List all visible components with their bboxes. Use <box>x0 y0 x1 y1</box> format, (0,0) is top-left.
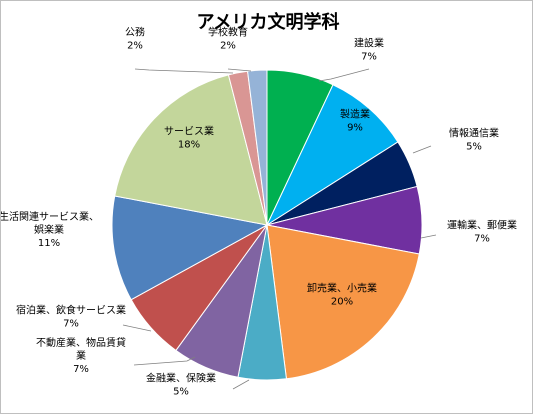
slice-label: 金融業、保険業 5% <box>146 372 216 398</box>
pie-slice <box>114 74 268 226</box>
slice-label: 不動産業、物品賃貸業 7% <box>36 336 126 375</box>
slice-label: サービス業 18% <box>164 125 214 151</box>
slice-percent: 2% <box>220 41 236 52</box>
slice-name: 卸売業、小売業 <box>307 282 377 295</box>
leader-lines <box>122 68 437 390</box>
slice-name: 運輸業、郵便業 <box>447 219 517 232</box>
slice-name: 製造業 <box>340 108 370 121</box>
leader-line <box>232 379 250 390</box>
leader-line <box>420 234 437 239</box>
leader-line <box>133 356 196 366</box>
slice-label: 製造業 9% <box>340 108 370 134</box>
slice-name: 金融業、保険業 <box>146 372 216 385</box>
slice-percent: 20% <box>331 297 353 308</box>
slice-percent: 9% <box>347 123 363 134</box>
leader-line <box>227 68 252 72</box>
pie-slices <box>111 69 423 381</box>
slice-labels: 建設業 7% 製造業 9% 情報通信業 5% 運輸業、郵便業 7% 卸売業、小売業 20% 金融業、… <box>1 26 517 398</box>
slice-name: 不動産業、物品賃貸 <box>36 336 126 349</box>
slice-percent: 7% <box>73 364 89 375</box>
slice-label: 生活関連サービス業、娯楽業 11% <box>1 210 99 249</box>
chart-title: アメリカ文明学科 <box>196 11 339 33</box>
slice-percent: 7% <box>474 234 490 245</box>
slice-percent: 5% <box>173 387 189 398</box>
pie-slice <box>111 195 269 301</box>
slice-name: 宿泊業、飲食サービス業 <box>16 304 126 317</box>
slice-name: 建設業 <box>354 37 384 50</box>
slice-label: 運輸業、郵便業 7% <box>447 219 517 245</box>
leader-line <box>122 324 152 332</box>
slice-label: 建設業 7% <box>354 37 384 63</box>
slice-name: 生活関連サービス業、 <box>1 210 99 223</box>
pie-slice <box>266 224 420 380</box>
leader-line <box>134 68 234 74</box>
leader-line <box>412 145 432 154</box>
slice-percent: 7% <box>63 319 79 330</box>
slice-label: 卸売業、小売業 20% <box>307 282 377 308</box>
pie-slice <box>265 84 399 227</box>
slice-name: サービス業 <box>164 125 214 138</box>
slice-name: 情報通信業 <box>449 127 499 140</box>
slice-name: 娯楽業 <box>34 223 64 236</box>
slice-name: 学校教育 <box>208 26 248 39</box>
pie-slice <box>247 69 268 226</box>
slice-label: 学校教育 2% <box>208 26 248 52</box>
slice-percent: 18% <box>178 140 200 151</box>
slice-name: 公務 <box>125 26 145 39</box>
slice-percent: 11% <box>38 238 60 249</box>
slice-name: 業 <box>76 349 86 362</box>
slice-label: 宿泊業、飲食サービス業 7% <box>16 304 126 330</box>
slice-label: 公務 2% <box>125 26 145 52</box>
leader-line <box>318 68 370 82</box>
slice-percent: 5% <box>466 142 482 153</box>
slice-label: 情報通信業 5% <box>449 127 499 153</box>
slice-percent: 2% <box>127 41 143 52</box>
slice-percent: 7% <box>361 52 377 63</box>
